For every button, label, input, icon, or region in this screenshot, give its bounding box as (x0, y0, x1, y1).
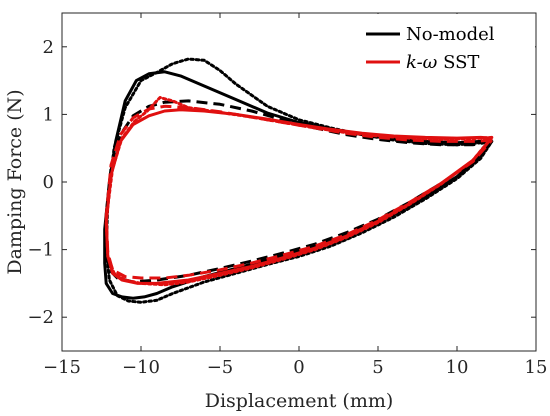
x-tick-label: 0 (293, 357, 304, 378)
y-tick-label: −2 (27, 307, 54, 328)
x-axis-title: Displacement (mm) (205, 390, 394, 412)
x-tick-label: 10 (446, 357, 469, 378)
y-axis-title: Damping Force (N) (4, 89, 26, 274)
y-tick-label: 0 (43, 172, 54, 193)
x-tick-label: −5 (207, 357, 234, 378)
legend: No-model k-ω SST (360, 14, 535, 78)
y-tick-label: 1 (43, 104, 54, 125)
x-tick-label: 15 (525, 357, 548, 378)
legend-box (360, 14, 535, 78)
x-tick-label: −15 (43, 357, 81, 378)
x-tick-label: 5 (372, 357, 383, 378)
legend-label-kw-italic: k-ω (406, 52, 438, 73)
legend-label-kw-plain: SST (437, 52, 479, 73)
x-tick-label: −10 (122, 357, 160, 378)
y-tick-label: −1 (27, 240, 54, 261)
series-layer (103, 57, 494, 304)
legend-label-no-model: No-model (406, 24, 495, 45)
series-line-6 (104, 96, 494, 287)
y-tick-label: 2 (43, 37, 54, 58)
legend-label-kw-sst: k-ω SST (406, 52, 479, 73)
